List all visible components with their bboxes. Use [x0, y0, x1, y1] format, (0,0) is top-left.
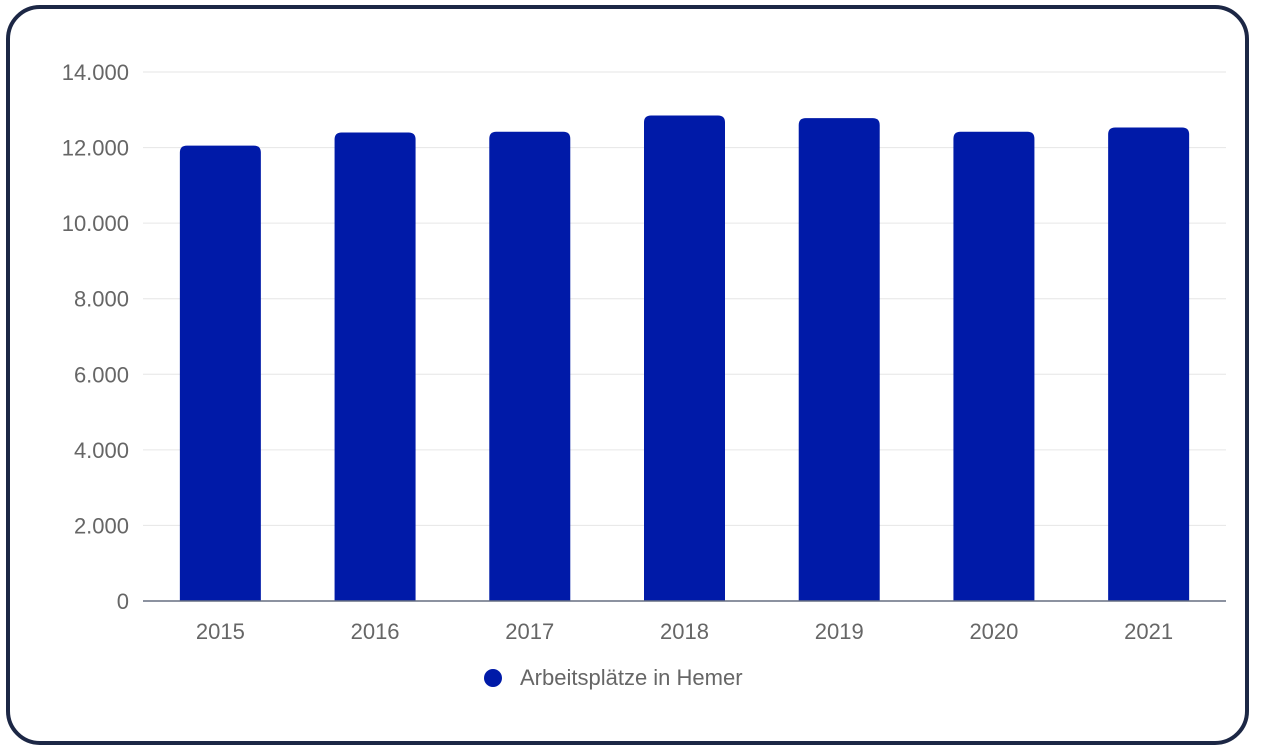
bar-2021[interactable] [1108, 127, 1190, 602]
y-tick-label: 12.000 [62, 136, 129, 161]
x-tick-label: 2016 [351, 619, 400, 644]
bar-2019[interactable] [798, 118, 880, 601]
y-tick-label: 14.000 [62, 60, 129, 85]
y-tick-label: 8.000 [74, 287, 129, 312]
bars [179, 115, 1190, 602]
legend-label: Arbeitsplätze in Hemer [520, 665, 743, 690]
bar-2017[interactable] [489, 131, 571, 602]
y-tick-label: 4.000 [74, 438, 129, 463]
y-tick-label: 0 [117, 589, 129, 614]
x-tick-label: 2017 [505, 619, 554, 644]
x-axis-tick-labels: 2015 2016 2017 2018 2019 2020 2021 [196, 619, 1173, 644]
bar-2015[interactable] [179, 145, 261, 602]
x-tick-label: 2018 [660, 619, 709, 644]
bar-2020[interactable] [953, 131, 1035, 602]
legend-marker [484, 669, 502, 687]
y-axis-tick-labels: 0 2.000 4.000 6.000 8.000 10.000 12.000 14.000 [62, 60, 129, 614]
y-tick-label: 6.000 [74, 362, 129, 387]
x-tick-label: 2019 [815, 619, 864, 644]
x-tick-label: 2020 [969, 619, 1018, 644]
y-tick-label: 10.000 [62, 211, 129, 236]
x-tick-label: 2021 [1124, 619, 1173, 644]
bar-2018[interactable] [644, 115, 725, 601]
y-tick-label: 2.000 [74, 513, 129, 538]
legend[interactable]: Arbeitsplätze in Hemer [484, 665, 743, 690]
bar-chart: 02.0004.0006.0008.00010.00012.00014.000 … [62, 60, 1226, 690]
x-tick-label: 2015 [196, 619, 245, 644]
bar-2016[interactable] [334, 132, 416, 601]
